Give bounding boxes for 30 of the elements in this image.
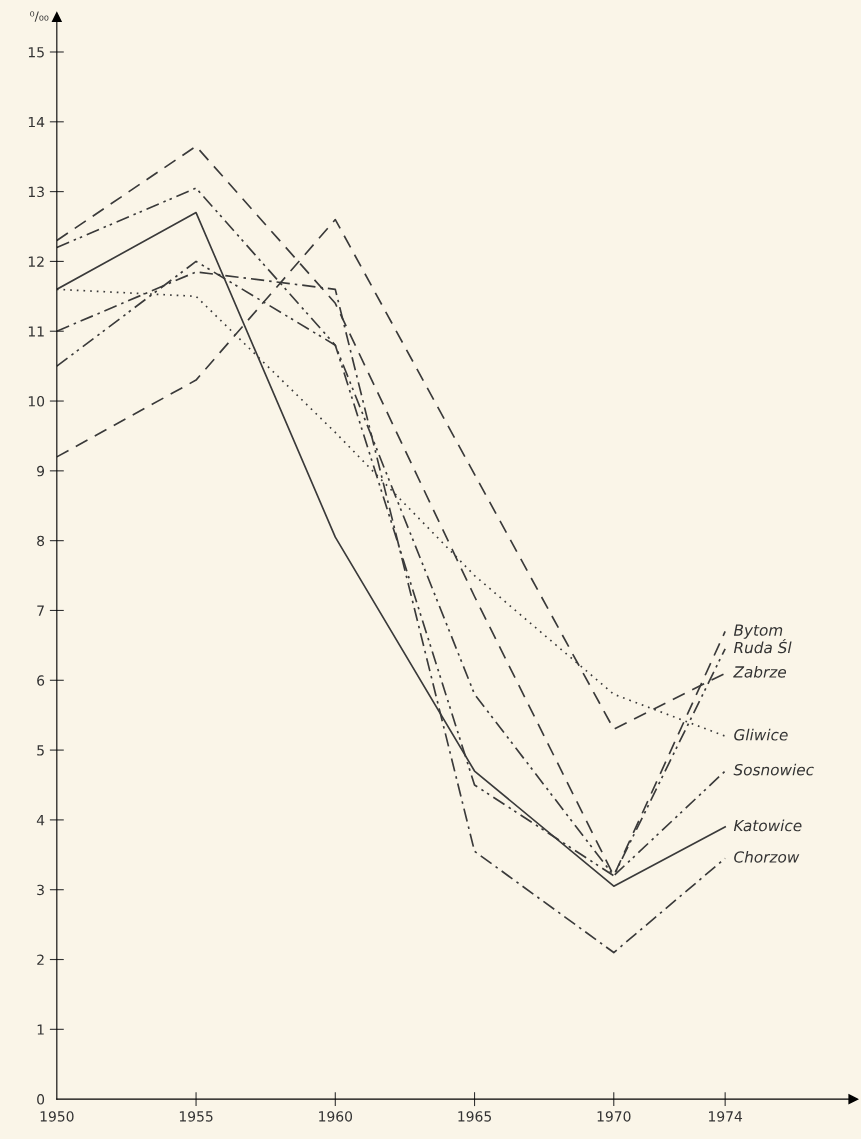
x-tick-label: 1965 — [458, 1111, 491, 1122]
y-axis-title: ⁰/₀₀ — [30, 11, 49, 22]
y-tick-label: 6 — [37, 675, 45, 686]
series-label: Katowice — [733, 819, 802, 832]
y-tick-label: 7 — [37, 605, 44, 616]
x-tick-label: 1974 — [709, 1111, 743, 1122]
series-label: Bytom — [733, 624, 783, 639]
y-tick-label: 1 — [37, 1024, 44, 1035]
series-label: Ruda Śl — [733, 638, 792, 654]
y-tick-label: 15 — [28, 47, 44, 58]
y-tick-label: 5 — [37, 745, 44, 756]
y-tick-label: 9 — [37, 465, 45, 477]
x-tick-label: 1955 — [179, 1111, 213, 1122]
x-tick-label: 1970 — [597, 1111, 631, 1122]
y-tick-label: 10 — [28, 396, 45, 407]
y-tick-label: 2 — [37, 954, 44, 965]
y-tick-label: 8 — [37, 535, 45, 547]
series-label: Gliwice — [734, 728, 788, 741]
y-tick-label: 12 — [28, 256, 44, 267]
series-label: Zabrze — [733, 665, 787, 678]
x-tick-label: 1950 — [40, 1111, 74, 1122]
y-tick-label: 11 — [28, 326, 44, 337]
y-tick-label: 14 — [28, 116, 45, 128]
x-tick-label: 1960 — [319, 1111, 353, 1122]
series-label: Chorzow — [734, 850, 800, 863]
series-label: Sosnowiec — [733, 763, 814, 776]
y-tick-label: 4 — [36, 815, 45, 826]
y-tick-label: 13 — [28, 186, 44, 198]
y-tick-label: 3 — [37, 884, 44, 896]
y-tick-label: 0 — [37, 1094, 45, 1105]
